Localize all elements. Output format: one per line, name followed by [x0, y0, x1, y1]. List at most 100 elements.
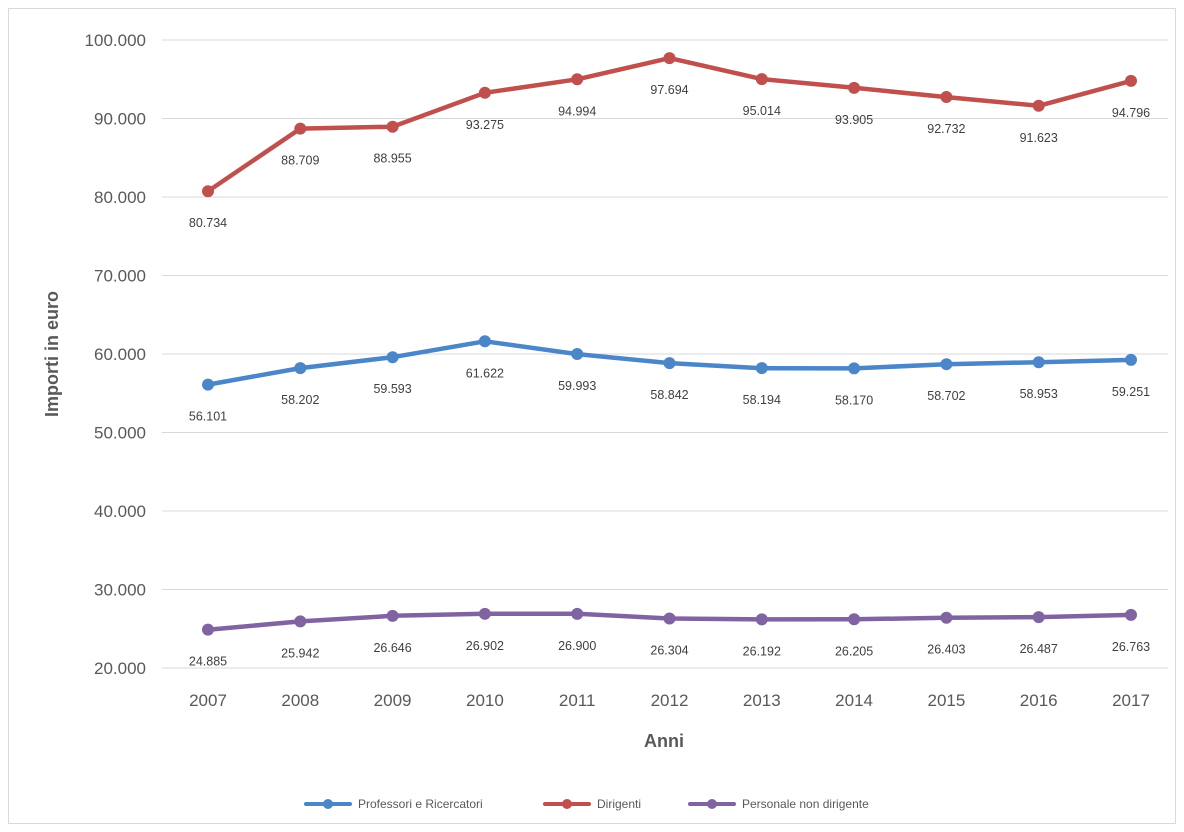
data-point: [1125, 74, 1137, 87]
series-group: [202, 52, 1137, 636]
data-label: 58.170: [835, 393, 873, 407]
legend-marker: [323, 799, 333, 809]
legend-label: Dirigenti: [597, 797, 641, 811]
data-label: 24.885: [189, 655, 227, 669]
data-label: 93.905: [835, 113, 873, 127]
data-label: 26.763: [1112, 640, 1150, 654]
data-label: 58.953: [1020, 387, 1058, 401]
data-label: 59.993: [558, 379, 596, 393]
data-point: [848, 81, 861, 94]
x-tick-label: 2014: [835, 691, 873, 710]
data-point: [386, 120, 399, 133]
data-label: 92.732: [927, 122, 965, 136]
data-point: [1125, 353, 1137, 366]
x-tick-label: 2010: [466, 691, 504, 710]
y-axis-ticks: 20.000 30.000 40.000 50.000 60.000 70.000 80.0…: [85, 31, 146, 678]
data-label: 58.194: [743, 393, 781, 407]
x-tick-label: 2012: [651, 691, 689, 710]
data-label: 58.842: [650, 388, 688, 402]
data-label: 59.251: [1112, 385, 1150, 399]
data-label: 94.796: [1112, 106, 1150, 120]
data-point: [848, 613, 861, 626]
data-point: [294, 122, 307, 135]
x-tick-label: 2016: [1020, 691, 1058, 710]
data-point: [478, 607, 491, 620]
y-tick-label: 20.000: [94, 659, 146, 678]
x-tick-label: 2015: [927, 691, 965, 710]
y-tick-label: 30.000: [94, 581, 146, 600]
data-point: [202, 185, 214, 198]
data-point: [848, 362, 861, 375]
data-labels: 56.101 58.202 59.593 61.622 59.993 58.842 58.1…: [189, 83, 1150, 669]
y-tick-label: 50.000: [94, 424, 146, 443]
data-label: 91.623: [1020, 131, 1058, 145]
data-point: [202, 378, 214, 391]
data-point: [478, 86, 491, 99]
x-axis-ticks: 2007 2008 2009 2010 2011 2012 2013 2014 2015 2016…: [189, 691, 1150, 710]
x-tick-label: 2007: [189, 691, 227, 710]
data-label: 59.593: [373, 382, 411, 396]
x-tick-label: 2017: [1112, 691, 1150, 710]
data-point: [294, 362, 307, 375]
data-label: 26.902: [466, 639, 504, 653]
data-point: [663, 612, 676, 625]
data-point: [202, 623, 214, 636]
data-point: [940, 358, 953, 371]
data-label: 56.101: [189, 410, 227, 424]
data-label: 26.403: [927, 643, 965, 657]
legend-label: Personale non dirigente: [742, 797, 869, 811]
data-label: 26.304: [650, 644, 688, 658]
data-point: [386, 351, 399, 364]
x-tick-label: 2009: [374, 691, 412, 710]
data-point: [755, 73, 768, 86]
legend-marker: [562, 799, 572, 809]
data-point: [571, 607, 584, 620]
data-label: 95.014: [743, 104, 781, 118]
legend-label: Professori e Ricercatori: [358, 797, 483, 811]
chart-frame: [8, 8, 1176, 824]
data-point: [294, 615, 307, 628]
data-label: 26.192: [743, 644, 781, 658]
y-tick-label: 100.000: [85, 31, 146, 50]
data-point: [755, 613, 768, 626]
data-point: [663, 357, 676, 370]
data-point: [663, 52, 676, 65]
x-tick-label: 2013: [743, 691, 781, 710]
y-tick-label: 60.000: [94, 345, 146, 364]
data-point: [940, 611, 953, 624]
y-tick-label: 80.000: [94, 188, 146, 207]
data-label: 25.942: [281, 646, 319, 660]
data-label: 26.900: [558, 639, 596, 653]
data-point: [386, 609, 399, 622]
data-label: 26.487: [1020, 642, 1058, 656]
x-axis-title: Anni: [644, 731, 684, 751]
data-point: [1032, 611, 1045, 624]
data-point: [571, 348, 584, 361]
legend-marker: [707, 799, 717, 809]
y-tick-label: 70.000: [94, 267, 146, 286]
data-point: [1032, 356, 1045, 369]
data-label: 80.734: [189, 216, 227, 230]
data-label: 97.694: [650, 83, 688, 97]
x-tick-label: 2011: [559, 691, 596, 710]
data-label: 88.955: [373, 152, 411, 166]
y-tick-label: 40.000: [94, 502, 146, 521]
data-label: 26.205: [835, 644, 873, 658]
data-point: [478, 335, 491, 348]
data-label: 88.709: [281, 154, 319, 168]
data-point: [940, 91, 953, 104]
data-label: 58.702: [927, 389, 965, 403]
legend: Professori e Ricercatori Dirigenti Persona…: [304, 797, 869, 811]
data-point: [1125, 608, 1137, 621]
series-line: [205, 55, 1134, 194]
x-tick-label: 2008: [281, 691, 319, 710]
data-label: 58.202: [281, 393, 319, 407]
grid-lines: [162, 39, 1168, 669]
y-tick-label: 90.000: [94, 110, 146, 129]
y-axis-title: Importi in euro: [42, 291, 62, 417]
data-label: 93.275: [466, 118, 504, 132]
data-label: 26.646: [373, 641, 411, 655]
data-label: 61.622: [466, 366, 504, 380]
data-point: [571, 73, 584, 86]
